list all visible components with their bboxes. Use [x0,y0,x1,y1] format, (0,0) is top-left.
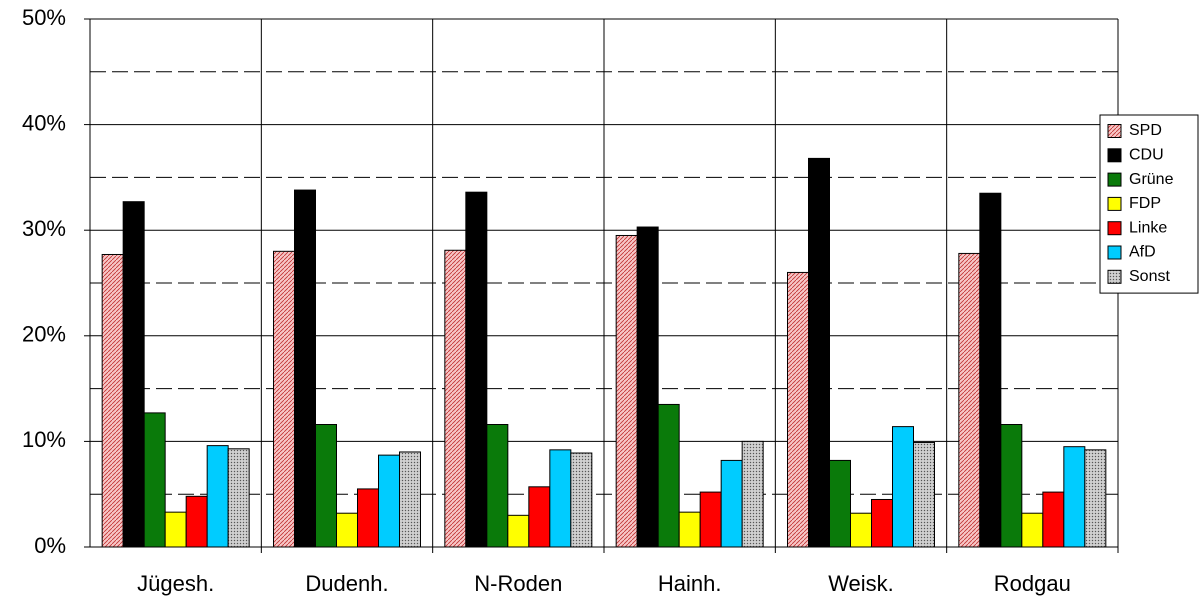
y-tick-label: 20% [22,322,66,347]
bar [678,511,701,548]
bar [444,249,467,548]
legend-swatch [1107,221,1122,236]
x-tick-label: N-Roden [474,571,562,596]
y-tick-label: 30% [22,216,66,241]
legend-label: SPD [1129,122,1162,139]
legend-swatch [1107,124,1122,138]
y-tick-label: 10% [22,427,66,452]
bar [1084,449,1107,548]
bar [808,157,830,548]
bar [273,250,295,548]
bar [528,486,551,548]
bar [892,426,914,548]
y-tick-label: 0% [34,533,66,558]
bar [486,424,509,548]
bar [294,189,316,548]
bar [399,451,421,548]
bar [850,512,872,548]
legend-swatch [1107,196,1122,211]
x-tick-label: Rodgau [994,571,1071,596]
x-tick-label: Weisk. [828,571,894,596]
bar [549,449,572,548]
bar [913,441,935,548]
bar [336,512,358,548]
bar [657,403,680,548]
bar [357,488,379,548]
bar [378,454,400,548]
bar [465,191,488,548]
legend-swatch [1107,172,1122,187]
y-tick-label: 40% [22,110,66,135]
legend-swatch [1107,245,1122,260]
bar [615,234,638,548]
bar [570,452,593,548]
bar [829,459,851,548]
bar [1063,446,1086,548]
legend-label: Grüne [1129,171,1174,188]
legend-label: FDP [1129,195,1161,212]
bar [101,253,124,548]
legend-swatch [1107,269,1122,284]
bar [164,511,187,548]
bar [958,252,981,548]
bar [1042,491,1065,548]
bar [699,491,722,548]
bar [787,271,809,548]
legend-swatch [1107,148,1122,163]
legend-label: Linke [1129,219,1167,236]
y-tick-label: 50% [22,5,66,30]
bar [507,514,530,548]
x-tick-label: Dudenh. [305,571,388,596]
legend-label: CDU [1129,147,1164,164]
bar [979,192,1002,548]
bar [741,440,764,548]
bar [143,412,166,548]
bar [206,445,229,548]
bar [1000,424,1023,548]
bar [227,448,250,548]
bar [122,201,145,548]
bar [1021,512,1044,548]
bar [636,226,659,548]
legend-label: AfD [1129,244,1156,261]
bar [185,495,208,548]
bar [720,459,743,548]
x-tick-label: Jügesh. [137,571,214,596]
bar [871,498,893,548]
bar [315,424,337,548]
legend-label: Sonst [1129,268,1170,285]
x-tick-label: Hainh. [658,571,722,596]
